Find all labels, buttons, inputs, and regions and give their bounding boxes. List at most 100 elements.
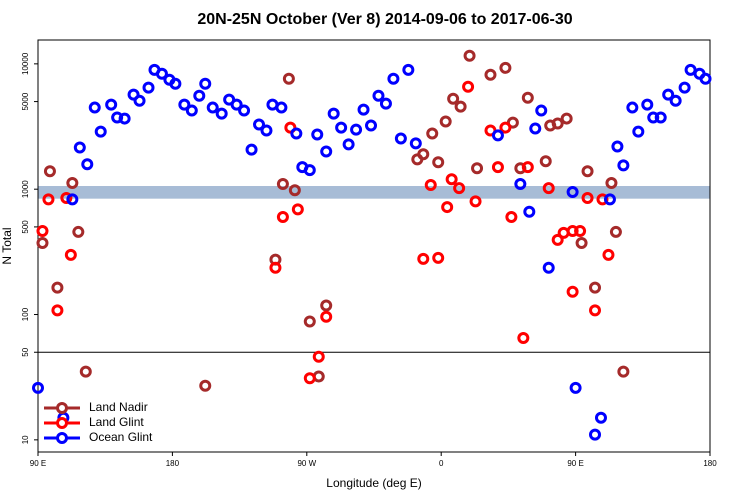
- data-point: [51, 281, 64, 294]
- data-point: [617, 159, 630, 172]
- data-point: [303, 372, 316, 385]
- data-point: [521, 91, 534, 104]
- x-tick-label: 180: [166, 459, 180, 468]
- data-point: [327, 107, 340, 120]
- data-point: [73, 141, 86, 154]
- data-point: [491, 161, 504, 174]
- data-point: [133, 94, 146, 107]
- y-tick-label: 1000: [21, 180, 30, 198]
- data-point: [529, 122, 542, 135]
- data-point: [499, 121, 512, 134]
- data-point: [454, 100, 467, 113]
- data-point: [178, 98, 191, 111]
- data-point: [335, 121, 348, 134]
- data-point: [303, 164, 316, 177]
- data-point: [514, 178, 527, 191]
- data-point: [275, 101, 288, 114]
- x-tick-label: 90 E: [30, 459, 46, 468]
- data-point: [215, 107, 228, 120]
- data-point: [626, 101, 639, 114]
- data-point: [542, 182, 555, 195]
- data-point: [387, 72, 400, 85]
- data-point: [260, 124, 273, 137]
- data-point: [505, 210, 518, 223]
- data-point: [350, 123, 363, 136]
- legend-label: Land Glint: [89, 415, 144, 429]
- data-point: [365, 119, 378, 132]
- data-point: [43, 165, 56, 178]
- legend-label: Ocean Glint: [89, 430, 153, 444]
- x-tick-label: 0: [439, 459, 444, 468]
- data-point: [169, 77, 182, 90]
- data-point: [66, 177, 79, 190]
- data-point: [611, 140, 624, 153]
- reference-band: [38, 186, 710, 199]
- data-point: [569, 381, 582, 394]
- data-point: [357, 103, 370, 116]
- data-point: [312, 350, 325, 363]
- y-tick-label: 10000: [21, 52, 30, 75]
- data-point: [574, 224, 587, 237]
- data-point: [523, 205, 536, 218]
- data-point: [288, 184, 301, 197]
- data-point: [66, 193, 79, 206]
- data-point: [662, 88, 675, 101]
- data-point: [94, 125, 107, 138]
- data-point: [453, 182, 466, 195]
- chart-title: 20N-25N October (Ver 8) 2014-09-06 to 20…: [197, 11, 572, 28]
- data-point: [589, 281, 602, 294]
- data-point: [320, 310, 333, 323]
- data-point: [105, 98, 118, 111]
- data-point: [484, 68, 497, 81]
- y-axis-label: N Total: [0, 227, 14, 264]
- data-point: [64, 248, 77, 261]
- data-point: [589, 304, 602, 317]
- x-tick-label: 90 W: [297, 459, 316, 468]
- x-axis-label: Longitude (deg E): [326, 476, 421, 490]
- data-point: [542, 261, 555, 274]
- data-point: [36, 237, 49, 250]
- data-point: [253, 118, 266, 131]
- data-point: [276, 178, 289, 191]
- data-point: [566, 224, 579, 237]
- data-point: [560, 112, 573, 125]
- data-point: [447, 92, 460, 105]
- data-point: [594, 411, 607, 424]
- data-point: [491, 129, 504, 142]
- data-point: [199, 77, 212, 90]
- data-point: [596, 193, 609, 206]
- data-point: [282, 72, 295, 85]
- data-point: [409, 137, 422, 150]
- data-point: [311, 128, 324, 141]
- data-point: [394, 132, 407, 145]
- data-point: [432, 156, 445, 169]
- y-tick-label: 5000: [21, 92, 30, 110]
- data-point: [303, 315, 316, 328]
- data-point: [439, 115, 452, 128]
- data-point: [118, 112, 131, 125]
- data-point: [589, 428, 602, 441]
- data-point: [72, 225, 85, 238]
- data-point: [320, 145, 333, 158]
- data-point: [320, 299, 333, 312]
- data-point: [417, 148, 430, 161]
- data-point: [581, 192, 594, 205]
- data-point: [206, 101, 219, 114]
- data-point: [535, 104, 548, 117]
- data-point: [539, 155, 552, 168]
- data-point: [379, 97, 392, 110]
- y-tick-label: 10: [21, 435, 30, 444]
- data-point: [142, 81, 155, 94]
- legend-label: Land Nadir: [89, 400, 148, 414]
- data-point: [291, 203, 304, 216]
- data-point: [51, 304, 64, 317]
- data-point: [42, 193, 55, 206]
- data-point: [566, 185, 579, 198]
- legend-marker: [56, 402, 68, 414]
- data-point: [342, 138, 355, 151]
- data-point: [462, 80, 475, 93]
- data-point: [432, 251, 445, 264]
- data-point: [127, 88, 140, 101]
- data-point: [402, 63, 415, 76]
